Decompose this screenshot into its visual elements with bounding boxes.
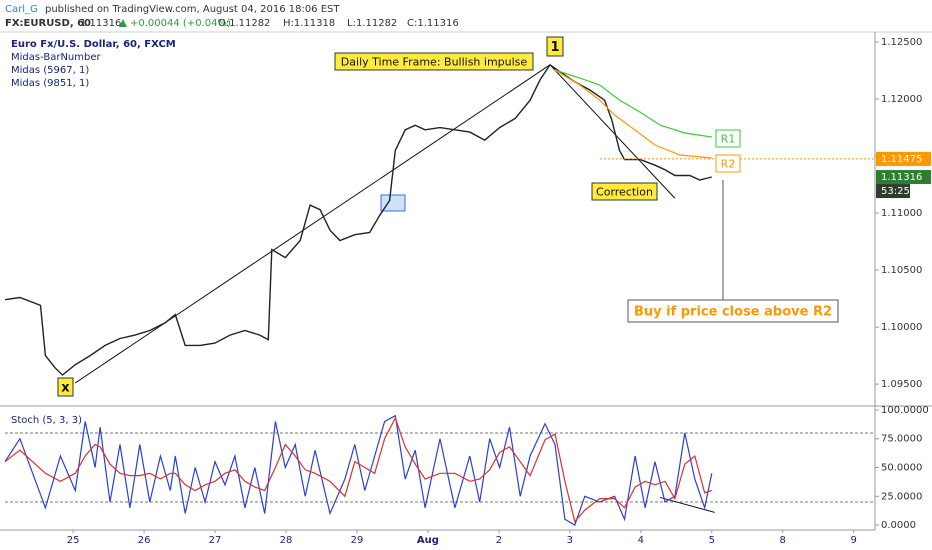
countdown-box: [876, 184, 910, 199]
x-tick-label: 2: [496, 535, 502, 546]
annotation-box: [334, 52, 534, 71]
y-tick-label: 1.11000: [881, 208, 922, 219]
price-tag-label: 1.11475: [881, 154, 922, 165]
legend-entry: Midas (5967, 1): [11, 65, 89, 76]
x-tick-label: 27: [209, 535, 222, 546]
annotation-box: [546, 36, 564, 57]
x-tick-label: 25: [67, 535, 80, 546]
legend-entry: Midas-BarNumber: [11, 52, 102, 63]
change: +0.00044 (+0.04%): [130, 18, 231, 29]
price-tag: [876, 170, 931, 185]
countdown: 53:25: [881, 186, 910, 197]
y-tick-label: 1.10500: [881, 265, 922, 276]
annotation-box: [715, 129, 741, 148]
x-tick-label: 4: [638, 535, 644, 546]
y-tick-label: 50.0000: [881, 463, 922, 474]
annotation: 1: [550, 40, 559, 55]
x-tick-label: 5: [709, 535, 715, 546]
annotation-box: [591, 182, 658, 201]
open: O:1.11282: [218, 18, 270, 29]
x-tick-label: 26: [138, 535, 151, 546]
legend-entry: Midas (9851, 1): [11, 78, 89, 89]
y-tick-label: 1.10000: [881, 322, 922, 333]
x-tick-label: 3: [567, 535, 573, 546]
x-tick-label: 29: [351, 535, 364, 546]
y-tick-label: 1.12500: [881, 37, 922, 48]
series-line: [554, 69, 712, 159]
up-arrow: [119, 19, 127, 27]
series-line: [554, 69, 712, 138]
x-tick-label: 9: [851, 535, 857, 546]
annotation-box: [627, 299, 839, 323]
legend-entry: Euro Fx/U.S. Dollar, 60, FXCM: [11, 39, 176, 50]
trendline: [549, 64, 676, 199]
x-tick-label: 28: [280, 535, 293, 546]
annotation-box: [57, 377, 74, 397]
y-tick-label: 75.0000: [881, 434, 922, 445]
legend-entry: Stoch (5, 3, 3): [11, 415, 82, 426]
y-tick-label: 100.0000: [881, 405, 929, 416]
annotation: Correction: [596, 186, 653, 199]
high: H:1.11318: [283, 18, 335, 29]
annotation: Buy if price close above R2: [634, 305, 832, 320]
price-tag: [876, 151, 931, 166]
series-line: [4, 414, 713, 526]
low: L:1.11282: [347, 18, 397, 29]
x-tick-label: 8: [780, 535, 786, 546]
highlight-box: [380, 194, 406, 212]
author[interactable]: Carl_G: [5, 4, 38, 15]
y-tick-label: 1.09500: [881, 379, 922, 390]
annotation: Daily Time Frame: Bullish impulse: [341, 56, 528, 69]
y-tick-label: 1.12000: [881, 94, 922, 105]
close: C:1.11316: [407, 18, 459, 29]
annotation: R1: [721, 133, 736, 146]
annotation-box: [715, 154, 741, 173]
y-tick-label: 25.0000: [881, 491, 922, 502]
y-tick-label: 0.0000: [881, 520, 916, 531]
symbol: FX:EURUSD, 60: [5, 18, 91, 29]
price-tag-label: 1.11316: [881, 172, 922, 183]
last-price: 1.11316: [80, 18, 121, 29]
trendline: [74, 64, 551, 384]
series-line: [4, 416, 712, 523]
published: published on TradingView.com, August 04,…: [45, 4, 340, 15]
annotation: x: [61, 381, 70, 396]
x-tick-label: Aug: [417, 535, 439, 546]
annotation: R2: [721, 158, 736, 171]
